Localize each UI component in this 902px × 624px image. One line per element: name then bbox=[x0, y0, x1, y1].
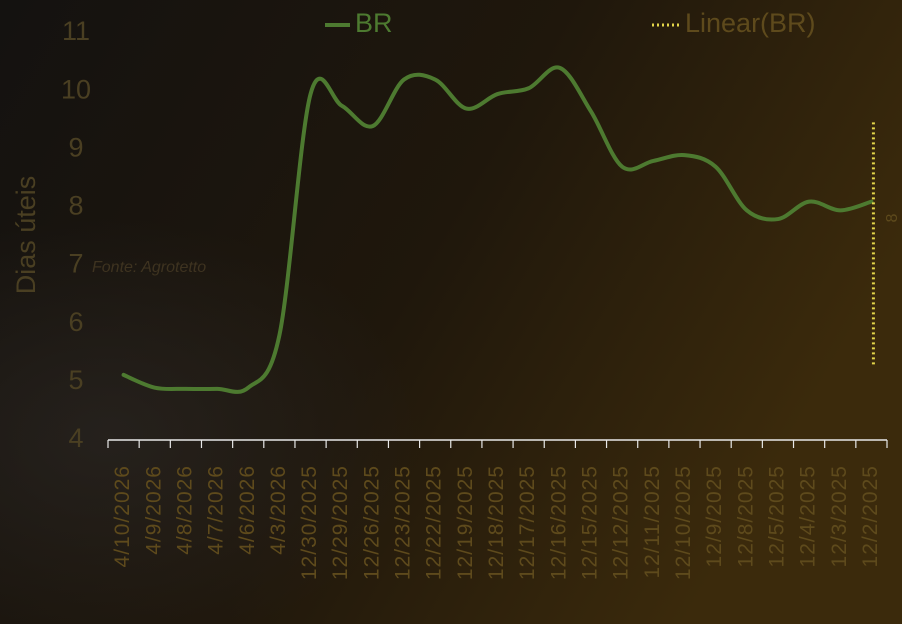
y-tick-label: 5 bbox=[68, 365, 83, 395]
data-line bbox=[121, 65, 874, 394]
x-tick-label: 12/3/2025 bbox=[828, 465, 851, 567]
x-tick-label: 4/9/2026 bbox=[142, 465, 165, 555]
y-tick-label: 11 bbox=[62, 16, 90, 46]
x-tick-label: 12/2/2025 bbox=[859, 465, 882, 567]
y-tick-label: 10 bbox=[61, 74, 91, 104]
y-tick-label: 8 bbox=[68, 191, 83, 221]
x-tick-label: 12/19/2025 bbox=[454, 465, 477, 580]
x-tick-label: 12/9/2025 bbox=[703, 465, 726, 567]
y-tick-label: 4 bbox=[68, 423, 83, 453]
legend-label: Linear(BR) bbox=[685, 8, 816, 38]
x-tick-label: 12/10/2025 bbox=[672, 465, 695, 580]
legend-label: BR bbox=[355, 8, 393, 38]
x-tick-label: 12/5/2025 bbox=[765, 465, 788, 567]
x-tick-label: 12/29/2025 bbox=[329, 465, 352, 580]
x-tick-label: 12/18/2025 bbox=[485, 465, 508, 580]
x-tick-label: 4/7/2026 bbox=[205, 465, 228, 555]
x-tick-label: 12/26/2025 bbox=[360, 465, 383, 580]
x-tick-label: 4/8/2026 bbox=[173, 465, 196, 555]
x-tick-label: 12/16/2025 bbox=[547, 465, 570, 580]
x-tick-label: 12/15/2025 bbox=[579, 465, 602, 580]
x-tick-label: 4/3/2026 bbox=[267, 465, 290, 555]
y-axis-title: Dias úteis bbox=[11, 176, 41, 295]
x-tick-label: 4/10/2026 bbox=[111, 465, 134, 567]
x-tick-label: 12/8/2025 bbox=[734, 465, 757, 567]
x-tick-label: 12/22/2025 bbox=[423, 465, 446, 580]
y-tick-label: 9 bbox=[68, 132, 83, 162]
x-tick-label: 12/17/2025 bbox=[516, 465, 539, 580]
x-tick-label: 12/23/2025 bbox=[392, 465, 415, 580]
edge-label: 8 bbox=[884, 213, 901, 222]
source-note: Fonte: Agrotetto bbox=[92, 259, 206, 276]
x-tick-label: 12/11/2025 bbox=[641, 465, 664, 579]
x-tick-label: 12/30/2025 bbox=[298, 465, 321, 580]
x-tick-label: 12/12/2025 bbox=[610, 465, 633, 580]
y-tick-label: 7 bbox=[68, 249, 83, 279]
x-tick-label: 4/6/2026 bbox=[236, 465, 259, 555]
y-tick-label: 6 bbox=[68, 307, 83, 337]
x-tick-label: 12/4/2025 bbox=[797, 465, 820, 567]
